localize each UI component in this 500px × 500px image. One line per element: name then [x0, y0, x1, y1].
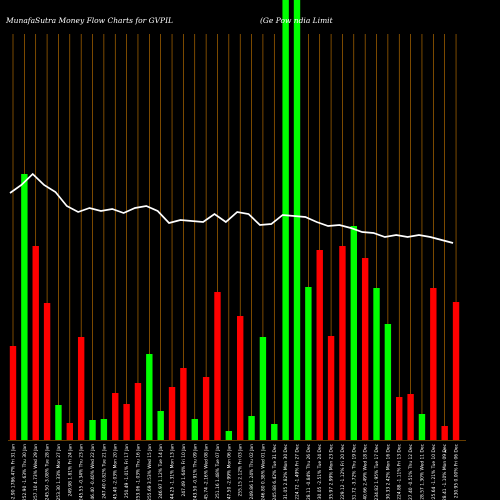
x-tick-label: 247.49 1.64% Fri 10 Jan: [181, 444, 187, 497]
price-line: [9, 172, 454, 244]
x-tick-labels: 252.90 1786.47% Fri 31 Jan 252.90 -1.63% …: [11, 443, 460, 500]
x-tick-label: 229.12 -1.12% Fri 20 Dec: [340, 443, 346, 499]
x-tick-label: 231.05 2.82% Mon 30 Dec: [283, 443, 289, 500]
x-tick-label: 257.10 4.73% Wed 29 Jan: [33, 444, 39, 500]
x-tick-label: 228.57 1.30% Wed 11 Dec: [419, 443, 425, 500]
x-tick-label: 245.55 -0.34% Thu 23 Jan: [79, 444, 85, 500]
bar: [430, 288, 437, 440]
bar: [225, 431, 233, 440]
x-tick-label: 225.64 -1.21% Tue 10 Dec: [431, 443, 437, 500]
bar: [339, 246, 346, 440]
bar: [384, 324, 392, 440]
x-tick-label: 224.88 -1.11% Fri 13 Dec: [397, 443, 403, 499]
grid-lines: [12, 34, 457, 440]
x-tick-label: 231.72 -3.72% Thu 19 Dec: [351, 443, 357, 500]
bar: [180, 368, 187, 440]
bar: [146, 354, 153, 440]
bar: [282, 0, 289, 440]
bar: [441, 426, 448, 440]
bar: [89, 420, 96, 440]
bar: [396, 397, 403, 440]
currency-symbol: ₹: [444, 449, 447, 455]
bar: [248, 416, 255, 440]
bar: [77, 337, 85, 440]
bar: [418, 414, 426, 440]
bar: [134, 383, 142, 440]
x-tick-label: 245.40 -2.03% Mon 20 Jan: [113, 444, 119, 500]
chart-subtitle: (Ge Pow ndia Limit: [260, 16, 334, 25]
bar: [293, 0, 301, 440]
bar: [202, 377, 210, 440]
x-tick-label: 224.72 -1.49% Fri 27 Dec: [295, 443, 301, 499]
x-tick-label: 255.15 2.12% Fri 03 Jan: [238, 444, 244, 497]
x-tick-label: 245.74 -2.16% Wed 08 Jan: [204, 444, 210, 500]
x-tick-label: 249.86 1.24% Thu 02 Jan: [249, 444, 255, 500]
bar: [271, 424, 278, 440]
bars-group: [9, 0, 460, 440]
bar: [9, 346, 17, 440]
x-tick-label: 246.97 1.12% Tue 14 Jan: [158, 444, 164, 499]
x-tick-label: 235.97 2.99% Mon 23 Dec: [329, 443, 335, 500]
x-tick-label: 227.40 -0.51% Thu 12 Dec: [408, 443, 414, 500]
bar: [327, 336, 335, 440]
bar: [316, 250, 323, 440]
x-tick-label: 244.25 -1.31% Mon 13 Jan: [170, 444, 176, 500]
x-tick-label: 246.80 0.38% Wed 01 Jan: [260, 444, 266, 500]
bar: [32, 246, 39, 440]
bar: [100, 419, 108, 440]
x-tick-label: 253.30 1.33% Mon 27 Jan: [56, 444, 62, 500]
bar: [66, 423, 73, 440]
bar: [259, 337, 267, 440]
bar: [214, 292, 221, 440]
bar: [305, 287, 312, 440]
x-tick-label: 247.50 -2.99% Mon 06 Jan: [226, 444, 232, 500]
bar: [237, 316, 244, 440]
bar: [21, 174, 28, 440]
x-tick-label: 252.90 -1.63% Thu 30 Jan: [22, 444, 28, 500]
chart-title: MunafaSutra Money Flow Charts for GVPIL: [5, 16, 173, 25]
bar: [55, 405, 62, 440]
bar: [112, 393, 119, 440]
x-tick-label: 255.69 3.53% Wed 15 Jan: [147, 444, 153, 500]
x-tick-label: 252.90 1786.47% Fri 31 Jan: [11, 444, 17, 500]
bar: [191, 419, 198, 440]
x-tick-label: 246.40 -0.40% Wed 22 Jan: [90, 444, 96, 500]
bar: [168, 387, 176, 440]
x-tick-label: 230.05 -2.51% Tue 24 Dec: [317, 443, 323, 500]
x-tick-label: 228.41 -1.10% Mon 09 Dec: [442, 443, 448, 500]
x-tick-label: 251.16 1.48% Tue 07 Jan: [215, 444, 221, 499]
x-tick-label: 240.66 2.49% Wed 18 Dec: [363, 443, 369, 500]
bar: [373, 288, 380, 440]
x-tick-label: 249.98 1.81% Fri 24 Jan: [67, 444, 73, 497]
bar: [452, 302, 460, 440]
bar: [123, 404, 130, 440]
x-tick-label: 228.11 -0.84% Thu 26 Dec: [306, 443, 312, 500]
x-tick-label: 230.33 2.42% Mon 16 Dec: [385, 443, 391, 500]
x-tick-label: 243.50 -0.91% Thu 09 Jan: [192, 444, 198, 500]
bar: [361, 258, 369, 440]
x-tick-label: 250.49 -1.01% Fri 17 Jan: [124, 444, 130, 498]
bar: [407, 394, 414, 440]
bar: [157, 411, 164, 440]
x-tick-label: 253.06 -1.03% Thu 16 Jan: [135, 444, 141, 500]
bar: [43, 303, 51, 440]
x-tick-label: 245.88 6.42% Tue 31 Dec: [272, 443, 278, 500]
x-tick-label: 245.50 -3.08% Tue 28 Jan: [45, 444, 51, 500]
bar: [350, 226, 357, 440]
x-tick-label: 234.82 1.95% Tue 17 Dec: [374, 443, 380, 500]
x-tick-label: 247.40 0.82% Tue 21 Jan: [101, 444, 107, 499]
x-tick-label: 230.95 0.00% Fri 06 Dec: [454, 443, 460, 498]
